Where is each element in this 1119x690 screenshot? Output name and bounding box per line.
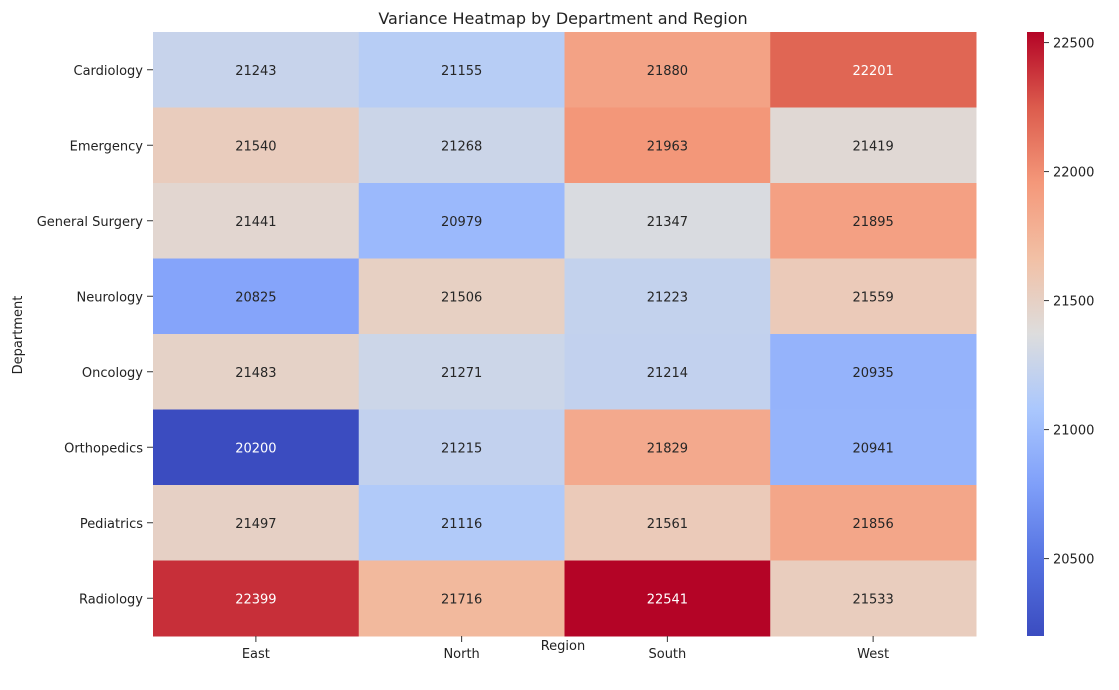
heatmap-cells: [153, 32, 977, 637]
heatmap-cell: [358, 334, 565, 410]
x-tick-label: East: [242, 647, 270, 662]
cell-value-label: 21419: [852, 139, 893, 154]
y-tick-label: Cardiology: [74, 64, 144, 79]
y-tick-label: Neurology: [77, 290, 144, 305]
heatmap-cell: [153, 334, 360, 410]
heatmap-cell: [770, 32, 977, 108]
heatmap-cell: [564, 258, 771, 335]
cell-value-label: 21716: [441, 592, 482, 607]
y-axis-label: Department: [11, 296, 26, 375]
heatmap-cell: [564, 485, 771, 561]
heatmap-cell: [153, 32, 360, 108]
heatmap-cell: [358, 32, 565, 108]
heatmap-cell: [564, 334, 771, 410]
y-tick-label: General Surgery: [37, 215, 144, 230]
cell-value-label: 21533: [852, 592, 893, 607]
heatmap-cell: [153, 183, 360, 259]
cell-value-label: 20979: [441, 215, 482, 230]
heatmap-cell: [770, 485, 977, 561]
cell-value-label: 20825: [235, 290, 276, 305]
heatmap-cell: [770, 334, 977, 410]
cell-value-label: 21829: [647, 441, 688, 456]
colorbar-tick-label: 22500: [1053, 37, 1094, 52]
colorbar-tick-label: 22000: [1053, 166, 1094, 181]
heatmap-cell: [770, 560, 977, 637]
cell-value-label: 21497: [235, 517, 276, 532]
heatmap-cell: [770, 258, 977, 335]
heatmap-cell: [564, 32, 771, 108]
colorbar-tick-label: 21000: [1053, 424, 1094, 439]
cell-value-label: 21895: [852, 215, 893, 230]
heatmap-cell: [770, 409, 977, 486]
y-tick-label: Radiology: [79, 592, 143, 607]
colorbar-tick-label: 20500: [1053, 553, 1094, 568]
x-tick-label: West: [857, 647, 889, 662]
heatmap-cell: [153, 560, 360, 637]
cell-value-label: 21483: [235, 366, 276, 381]
heatmap-cell: [358, 409, 565, 486]
heatmap-cell: [153, 485, 360, 561]
x-axis-tick-labels: East North South West: [242, 636, 889, 662]
cell-value-label: 20200: [235, 441, 276, 456]
cell-value-label: 22541: [647, 592, 688, 607]
cell-value-label: 21963: [647, 139, 688, 154]
heatmap-cell: [564, 107, 771, 184]
chart-title: Variance Heatmap by Department and Regio…: [378, 9, 747, 28]
cell-value-label: 21506: [441, 290, 482, 305]
x-axis-label: Region: [541, 639, 586, 654]
cell-value-label: 21856: [852, 517, 893, 532]
heatmap-cell-labels: 21243 21155 21880 22201 21540 21268 21963 21419…: [235, 64, 894, 608]
colorbar-tick-label: 21500: [1053, 295, 1094, 310]
y-tick-label: Pediatrics: [80, 517, 143, 532]
cell-value-label: 22399: [235, 592, 276, 607]
heatmap-cell: [153, 258, 360, 335]
x-tick-label: North: [443, 647, 479, 662]
heatmap-cell: [564, 560, 771, 637]
cell-value-label: 21243: [235, 64, 276, 79]
heatmap-cell: [153, 107, 360, 184]
heatmap-cell: [153, 409, 360, 486]
cell-value-label: 21880: [647, 64, 688, 79]
x-tick-label: South: [648, 647, 686, 662]
cell-value-label: 22201: [852, 64, 893, 79]
cell-value-label: 20935: [852, 366, 893, 381]
cell-value-label: 21271: [441, 366, 482, 381]
heatmap-cell: [358, 560, 565, 637]
cell-value-label: 20941: [852, 441, 893, 456]
y-axis-tick-labels: Cardiology Emergency General Surgery Neurol…: [37, 64, 153, 607]
heatmap-cell: [564, 409, 771, 486]
heatmap-cell: [358, 183, 565, 259]
cell-value-label: 21561: [647, 517, 688, 532]
cell-value-label: 21215: [441, 441, 482, 456]
heatmap-cell: [358, 485, 565, 561]
heatmap-cell: [358, 258, 565, 335]
cell-value-label: 21540: [235, 139, 276, 154]
cell-value-label: 21559: [852, 290, 893, 305]
colorbar-ticks: 20500 21000 21500 22000 22500: [1044, 37, 1094, 568]
y-tick-label: Emergency: [70, 139, 144, 154]
cell-value-label: 21268: [441, 139, 482, 154]
cell-value-label: 21223: [647, 290, 688, 305]
cell-value-label: 21214: [647, 366, 688, 381]
cell-value-label: 21155: [441, 64, 482, 79]
heatmap-cell: [770, 107, 977, 184]
heatmap-cell: [770, 183, 977, 259]
y-tick-label: Oncology: [82, 366, 143, 381]
heatmap-cell: [358, 107, 565, 184]
cell-value-label: 21116: [441, 517, 482, 532]
colorbar: [1027, 32, 1044, 636]
heatmap-cell: [564, 183, 771, 259]
cell-value-label: 21347: [647, 215, 688, 230]
cell-value-label: 21441: [235, 215, 276, 230]
y-tick-label: Orthopedics: [64, 441, 143, 456]
